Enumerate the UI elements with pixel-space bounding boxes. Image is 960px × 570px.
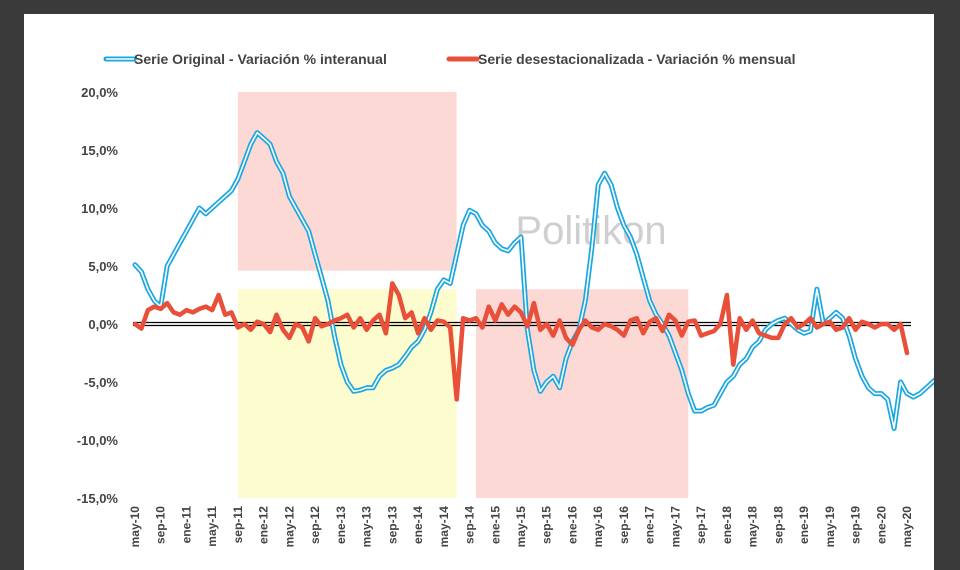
x-tick-label: may-10 bbox=[128, 506, 142, 548]
legend-label-desestacionalizada: Serie desestacionalizada - Variación % m… bbox=[478, 51, 795, 67]
y-axis-ticks: -15,0% -10,0% -5,0% 0,0% 5,0% 10,0% 15,0% 20,0% bbox=[77, 85, 119, 506]
x-tick-label: sep-19 bbox=[849, 506, 863, 544]
x-tick-label: may-13 bbox=[360, 506, 374, 548]
x-tick-label: may-20 bbox=[900, 506, 914, 548]
x-tick-label: sep-17 bbox=[694, 506, 708, 544]
x-tick-label: sep-10 bbox=[154, 506, 168, 544]
x-tick-label: ene-18 bbox=[720, 506, 734, 544]
y-tick-label: -15,0% bbox=[77, 491, 119, 506]
x-tick-label: may-18 bbox=[746, 506, 760, 548]
y-tick-label: 10,0% bbox=[81, 201, 118, 216]
x-tick-label: may-19 bbox=[823, 506, 837, 548]
y-tick-label: 0,0% bbox=[88, 317, 118, 332]
x-tick-label: ene-12 bbox=[257, 506, 271, 544]
chart-panel: Politikon -15,0% -10,0% -5,0% 0,0% 5,0% 10,0%… bbox=[24, 14, 934, 570]
series-lines bbox=[132, 130, 934, 431]
x-tick-label: sep-12 bbox=[308, 506, 322, 544]
x-tick-label: ene-14 bbox=[411, 506, 425, 544]
x-tick-label: ene-15 bbox=[488, 506, 502, 544]
series-desestacionalizada-line bbox=[132, 281, 910, 402]
x-tick-label: ene-20 bbox=[874, 506, 888, 544]
y-tick-label: -10,0% bbox=[77, 433, 119, 448]
x-tick-label: sep-18 bbox=[771, 506, 785, 544]
legend: Serie Original - Variación % interanual S… bbox=[103, 51, 795, 67]
x-tick-label: ene-16 bbox=[565, 506, 579, 544]
y-tick-label: -5,0% bbox=[84, 375, 118, 390]
x-tick-label: ene-11 bbox=[179, 506, 193, 544]
series-original-inner bbox=[134, 131, 934, 430]
x-tick-label: ene-19 bbox=[797, 506, 811, 544]
x-tick-label: sep-14 bbox=[463, 506, 477, 544]
y-tick-label: 20,0% bbox=[81, 85, 118, 100]
x-tick-label: sep-13 bbox=[385, 506, 399, 544]
x-tick-label: may-12 bbox=[282, 506, 296, 548]
x-axis-ticks: may-10 sep-10 ene-11 may-11 sep-11 ene-12 may-… bbox=[128, 506, 914, 548]
x-tick-label: sep-16 bbox=[617, 506, 631, 544]
legend-label-original: Serie Original - Variación % interanual bbox=[134, 51, 387, 67]
x-tick-label: may-15 bbox=[514, 506, 528, 548]
shade-red-1 bbox=[237, 92, 457, 271]
x-tick-label: may-14 bbox=[437, 506, 451, 548]
x-tick-label: may-16 bbox=[591, 506, 605, 548]
x-tick-label: may-17 bbox=[668, 506, 682, 548]
y-tick-label: 15,0% bbox=[81, 143, 118, 158]
window-title-bar bbox=[0, 0, 960, 14]
x-tick-label: may-11 bbox=[205, 506, 219, 547]
x-tick-label: ene-13 bbox=[334, 506, 348, 544]
x-tick-label: sep-11 bbox=[231, 506, 245, 544]
y-tick-label: 5,0% bbox=[88, 259, 118, 274]
line-chart: Politikon -15,0%-10,0%-5,0%0,0%5,0%10,0%… bbox=[77, 51, 934, 548]
shaded-regions bbox=[237, 92, 689, 498]
x-tick-label: sep-15 bbox=[540, 506, 554, 544]
x-tick-label: ene-17 bbox=[643, 506, 657, 544]
